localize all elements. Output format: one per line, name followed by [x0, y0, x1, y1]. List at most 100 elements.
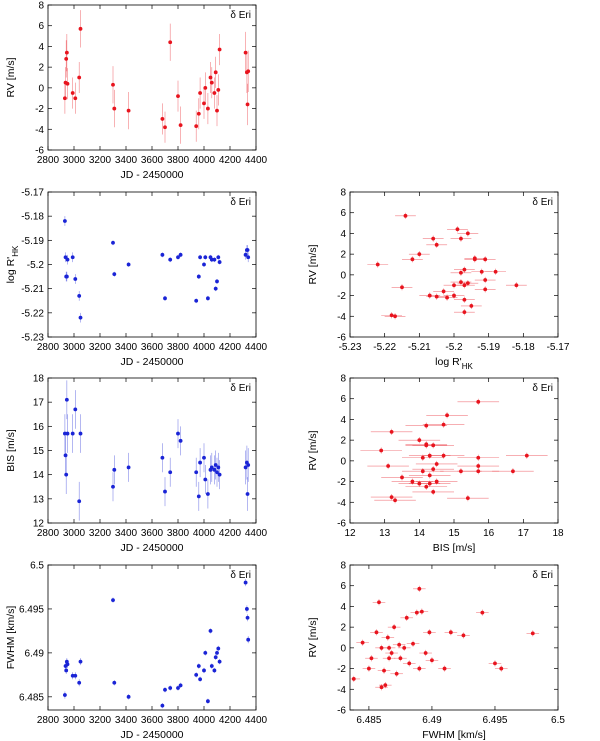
data-point [514, 283, 519, 288]
y-tick-label: 4 [340, 602, 346, 613]
y-tick-label: 17 [33, 398, 45, 409]
data-point [112, 467, 117, 472]
data-point [524, 453, 529, 458]
data-point [403, 213, 408, 218]
y-tick-label: 8 [340, 561, 346, 572]
y-tick-label: 2 [340, 623, 346, 634]
data-point [462, 297, 467, 302]
data-point [212, 91, 217, 95]
data-point [476, 399, 481, 404]
data-point [434, 462, 439, 466]
data-point [168, 257, 173, 262]
x-tick-label: 2800 [37, 342, 60, 353]
data-point [77, 680, 82, 685]
data-point [126, 694, 131, 699]
x-tick-label: 3600 [141, 155, 164, 166]
data-point [246, 69, 251, 74]
data-point [430, 658, 434, 663]
y-axis-label-main: RV [m/s] [307, 617, 319, 657]
y-tick-label: -6 [337, 706, 346, 717]
data-point [245, 102, 250, 107]
x-tick-label: 3600 [141, 342, 164, 353]
plot-title: δ Eri [230, 570, 251, 581]
data-point [217, 659, 222, 664]
data-point [476, 464, 481, 468]
data-point [448, 630, 453, 635]
data-point [400, 475, 404, 480]
data-point [427, 473, 432, 478]
data-point [163, 687, 167, 692]
data-point [64, 56, 69, 61]
data-point [379, 645, 384, 650]
data-point [178, 252, 183, 257]
data-point [212, 668, 217, 673]
data-point [163, 296, 167, 301]
x-tick-label: 4200 [219, 528, 242, 539]
plot-title: δ Eri [230, 197, 251, 208]
data-point [499, 666, 504, 671]
plot-frame [349, 564, 559, 711]
chart-p5: 12 13 14 15 16 17 18 -6 -4 -2 0 2 4 6 8 δ Eri BIS [m/s] R… [307, 374, 564, 555]
x-axis-label: JD - 2450000 [120, 542, 183, 554]
data-point [202, 455, 206, 460]
x-tick-label: 4400 [245, 715, 268, 726]
data-point [417, 438, 422, 443]
data-point [246, 637, 251, 642]
data-points [360, 398, 548, 504]
chart-p6: 2800 3000 3200 3400 3600 3800 4000 4200 4400 6.48… [5, 561, 268, 741]
x-axis-label-main: JD - 2450000 [120, 356, 183, 368]
y-tick-label: 6.5 [30, 561, 44, 572]
data-point [198, 91, 203, 95]
data-point [462, 267, 467, 272]
x-tick-label: -5.23 [339, 342, 362, 353]
y-tick-label: 8 [340, 374, 346, 385]
data-point [213, 463, 218, 467]
y-tick-label: 16 [33, 422, 45, 433]
data-point [209, 664, 214, 668]
x-tick-label: 3400 [115, 155, 138, 166]
data-point [389, 429, 394, 434]
x-tick-label: 3200 [89, 155, 112, 166]
data-point [208, 629, 213, 633]
data-point [126, 108, 131, 113]
data-point [375, 262, 380, 267]
data-point [441, 289, 446, 294]
chart-p1: 2800 3000 3200 3400 3600 3800 4000 4200 4400 -6 -4… [5, 1, 268, 182]
x-tick-label: -5.2 [445, 342, 463, 353]
y-tick-label: 6.485 [19, 692, 44, 703]
data-point [243, 50, 248, 55]
data-point [64, 668, 69, 673]
data-point [63, 693, 67, 697]
data-point [402, 645, 407, 650]
y-axis-label-sub: HK [11, 245, 20, 257]
data-point [431, 467, 436, 472]
data-point [213, 70, 218, 75]
data-point [73, 673, 78, 678]
data-point [209, 257, 214, 262]
data-point [431, 443, 436, 448]
data-point [420, 469, 425, 474]
data-point [351, 677, 356, 681]
data-point [479, 269, 484, 274]
data-point [194, 124, 199, 129]
y-tick-label: 0 [340, 270, 346, 281]
data-point [206, 699, 210, 704]
data-point [246, 255, 251, 260]
y-tick-label: 14 [33, 470, 45, 481]
x-tick-label: 3000 [63, 342, 86, 353]
data-points [63, 380, 251, 521]
x-tick-label: 3000 [63, 528, 86, 539]
x-tick-label: 4000 [193, 342, 216, 353]
data-point [462, 310, 467, 315]
plot-title: δ Eri [230, 383, 251, 394]
data-point [530, 631, 535, 636]
data-point [476, 469, 481, 474]
data-point [427, 630, 432, 635]
data-point [493, 269, 498, 274]
x-tick-label: 4000 [193, 528, 216, 539]
data-point [400, 285, 404, 290]
y-tick-label: -2 [337, 477, 346, 488]
data-point [126, 262, 131, 267]
data-point [455, 227, 460, 232]
